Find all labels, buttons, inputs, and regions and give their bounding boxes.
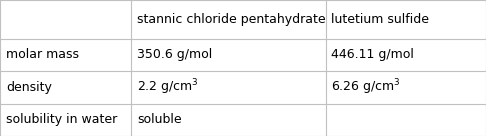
Text: 446.11 g/mol: 446.11 g/mol	[331, 48, 415, 61]
Text: stannic chloride pentahydrate: stannic chloride pentahydrate	[137, 13, 326, 26]
Text: lutetium sulfide: lutetium sulfide	[331, 13, 430, 26]
Text: soluble: soluble	[137, 113, 182, 126]
Text: 350.6 g/mol: 350.6 g/mol	[137, 48, 212, 61]
Text: molar mass: molar mass	[6, 48, 79, 61]
Text: 2.2 g/cm$^3$: 2.2 g/cm$^3$	[137, 78, 198, 97]
Text: 6.26 g/cm$^3$: 6.26 g/cm$^3$	[331, 78, 401, 97]
Text: solubility in water: solubility in water	[6, 113, 117, 126]
Text: density: density	[6, 81, 52, 94]
